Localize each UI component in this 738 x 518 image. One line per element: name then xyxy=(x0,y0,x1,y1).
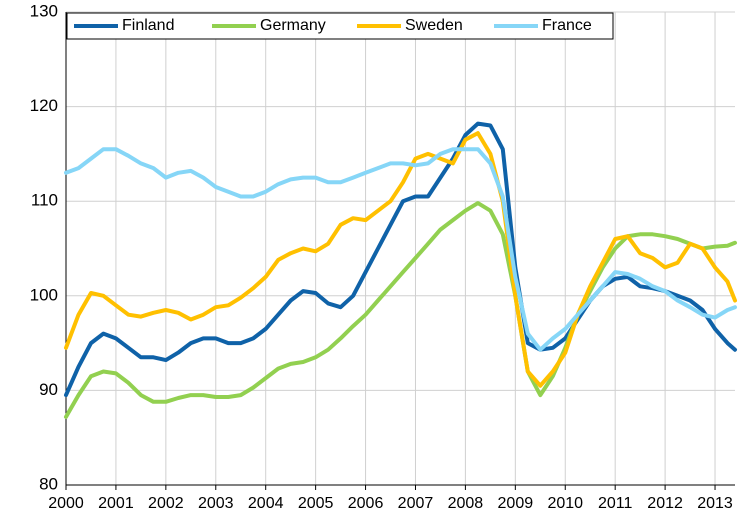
x-tick-label: 2007 xyxy=(398,495,434,512)
series-line xyxy=(64,121,737,398)
legend-label: France xyxy=(542,17,592,34)
y-tick-label: 80 xyxy=(39,474,58,493)
x-tick-label: 2006 xyxy=(348,495,384,512)
x-tick-label: 2000 xyxy=(48,495,84,512)
x-tick-label: 2001 xyxy=(98,495,134,512)
x-tick-label: 2011 xyxy=(598,495,633,512)
x-tick-label: 2005 xyxy=(298,495,334,512)
x-tick-label: 2004 xyxy=(248,495,284,512)
y-tick-label: 130 xyxy=(30,1,58,20)
series-line xyxy=(64,147,737,352)
y-tick-label: 90 xyxy=(39,380,58,399)
x-tick-label: 2002 xyxy=(148,495,184,512)
y-tick-label: 120 xyxy=(30,96,58,115)
legend-label: Finland xyxy=(122,17,174,34)
x-tick-label: 2003 xyxy=(198,495,234,512)
y-tick-label: 100 xyxy=(30,285,58,304)
legend-label: Germany xyxy=(260,17,326,34)
legend-label: Sweden xyxy=(405,17,463,34)
plot-area xyxy=(66,12,735,485)
x-tick-label: 2009 xyxy=(498,495,534,512)
x-tick-label: 2008 xyxy=(448,495,484,512)
x-tick-label: 2013 xyxy=(697,495,733,512)
series-line xyxy=(64,131,737,388)
x-tick-label: 2012 xyxy=(647,495,683,512)
x-tick-label: 2010 xyxy=(547,495,583,512)
y-tick-label: 110 xyxy=(31,191,58,210)
